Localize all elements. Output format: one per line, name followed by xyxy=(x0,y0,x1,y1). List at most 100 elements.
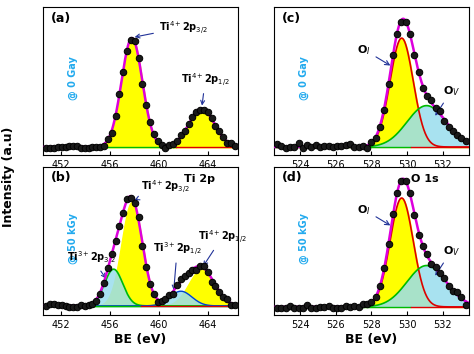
Point xyxy=(127,37,135,42)
Point xyxy=(303,302,311,308)
Point xyxy=(73,143,81,149)
Point xyxy=(138,81,146,87)
Point xyxy=(415,233,422,238)
Text: Ti$^{4+}$2p$_{3/2}$: Ti$^{4+}$2p$_{3/2}$ xyxy=(136,178,190,200)
Point xyxy=(54,144,62,149)
Point xyxy=(162,296,169,302)
Point xyxy=(449,128,456,133)
Point xyxy=(436,108,444,113)
Point xyxy=(192,110,200,115)
Point xyxy=(428,261,435,267)
Point xyxy=(410,212,418,218)
Point xyxy=(96,291,104,297)
Point xyxy=(346,304,354,310)
Point xyxy=(77,145,85,150)
Point xyxy=(116,223,123,229)
Point xyxy=(278,305,285,311)
Point xyxy=(312,305,319,311)
Point xyxy=(440,275,448,281)
Text: O$_V$: O$_V$ xyxy=(436,84,460,115)
Text: (c): (c) xyxy=(282,12,301,24)
Point xyxy=(423,93,431,99)
Point xyxy=(177,276,185,282)
Point xyxy=(200,108,208,113)
Point xyxy=(116,91,123,97)
Point xyxy=(316,144,324,150)
Point xyxy=(192,267,200,273)
Point xyxy=(146,281,154,287)
Point xyxy=(223,297,231,302)
Text: Ti$^{4+}$2p$_{1/2}$: Ti$^{4+}$2p$_{1/2}$ xyxy=(181,71,230,104)
Point xyxy=(165,142,173,148)
Point xyxy=(333,143,341,149)
Point xyxy=(65,304,73,310)
Point xyxy=(381,108,388,113)
Point xyxy=(273,305,281,311)
Point xyxy=(43,303,50,309)
Point xyxy=(169,291,177,297)
Text: Ti 2p: Ti 2p xyxy=(183,175,215,184)
Point xyxy=(329,144,337,150)
Point xyxy=(342,303,349,309)
Point xyxy=(89,144,96,150)
Point xyxy=(185,121,192,127)
Point xyxy=(402,19,410,25)
Point xyxy=(50,145,58,151)
Point xyxy=(131,200,138,206)
Point xyxy=(453,132,461,137)
Point xyxy=(173,138,181,144)
Point xyxy=(158,298,165,304)
Point xyxy=(410,52,418,58)
Text: Intensity (a.u): Intensity (a.u) xyxy=(2,127,15,227)
Point xyxy=(85,145,92,151)
Point xyxy=(359,143,366,149)
X-axis label: BE (eV): BE (eV) xyxy=(345,333,398,346)
Point xyxy=(457,135,465,141)
Point xyxy=(333,305,341,311)
Point xyxy=(462,303,469,308)
Point xyxy=(316,304,324,309)
Text: Ti$^{4+}$2p$_{1/2}$: Ti$^{4+}$2p$_{1/2}$ xyxy=(198,228,247,265)
Point xyxy=(337,305,345,311)
Point xyxy=(150,131,158,137)
Point xyxy=(278,143,285,149)
Point xyxy=(419,244,427,249)
Point xyxy=(58,303,65,308)
Point xyxy=(108,252,116,257)
Point xyxy=(162,145,169,151)
Point xyxy=(108,130,116,136)
Point xyxy=(104,136,111,142)
Point xyxy=(100,143,108,148)
Point xyxy=(135,215,142,220)
Point xyxy=(165,293,173,298)
Point xyxy=(440,118,448,123)
Point xyxy=(46,302,54,307)
Text: @ 0 Gay: @ 0 Gay xyxy=(299,56,309,100)
Point xyxy=(189,114,196,120)
Point xyxy=(291,305,298,311)
Point xyxy=(154,138,162,144)
Point xyxy=(308,305,315,311)
Point xyxy=(286,144,294,150)
Point xyxy=(462,138,469,144)
Point xyxy=(282,305,290,311)
Point xyxy=(346,141,354,147)
Point xyxy=(445,124,452,130)
Point xyxy=(359,301,366,307)
Text: Ti$^{3+}$2p$_{3/2}$: Ti$^{3+}$2p$_{3/2}$ xyxy=(67,249,116,278)
Point xyxy=(123,48,131,54)
Text: O$_V$: O$_V$ xyxy=(436,244,460,275)
Point xyxy=(325,143,332,149)
Point xyxy=(62,304,69,309)
Point xyxy=(208,279,215,285)
Point xyxy=(295,140,302,146)
Point xyxy=(299,145,307,151)
Text: @ 50 kGy: @ 50 kGy xyxy=(68,212,78,264)
Point xyxy=(337,144,345,149)
Point xyxy=(320,304,328,309)
Point xyxy=(196,263,204,268)
Point xyxy=(231,143,238,149)
Text: (d): (d) xyxy=(282,171,302,184)
Point xyxy=(303,142,311,148)
Point xyxy=(406,32,414,37)
